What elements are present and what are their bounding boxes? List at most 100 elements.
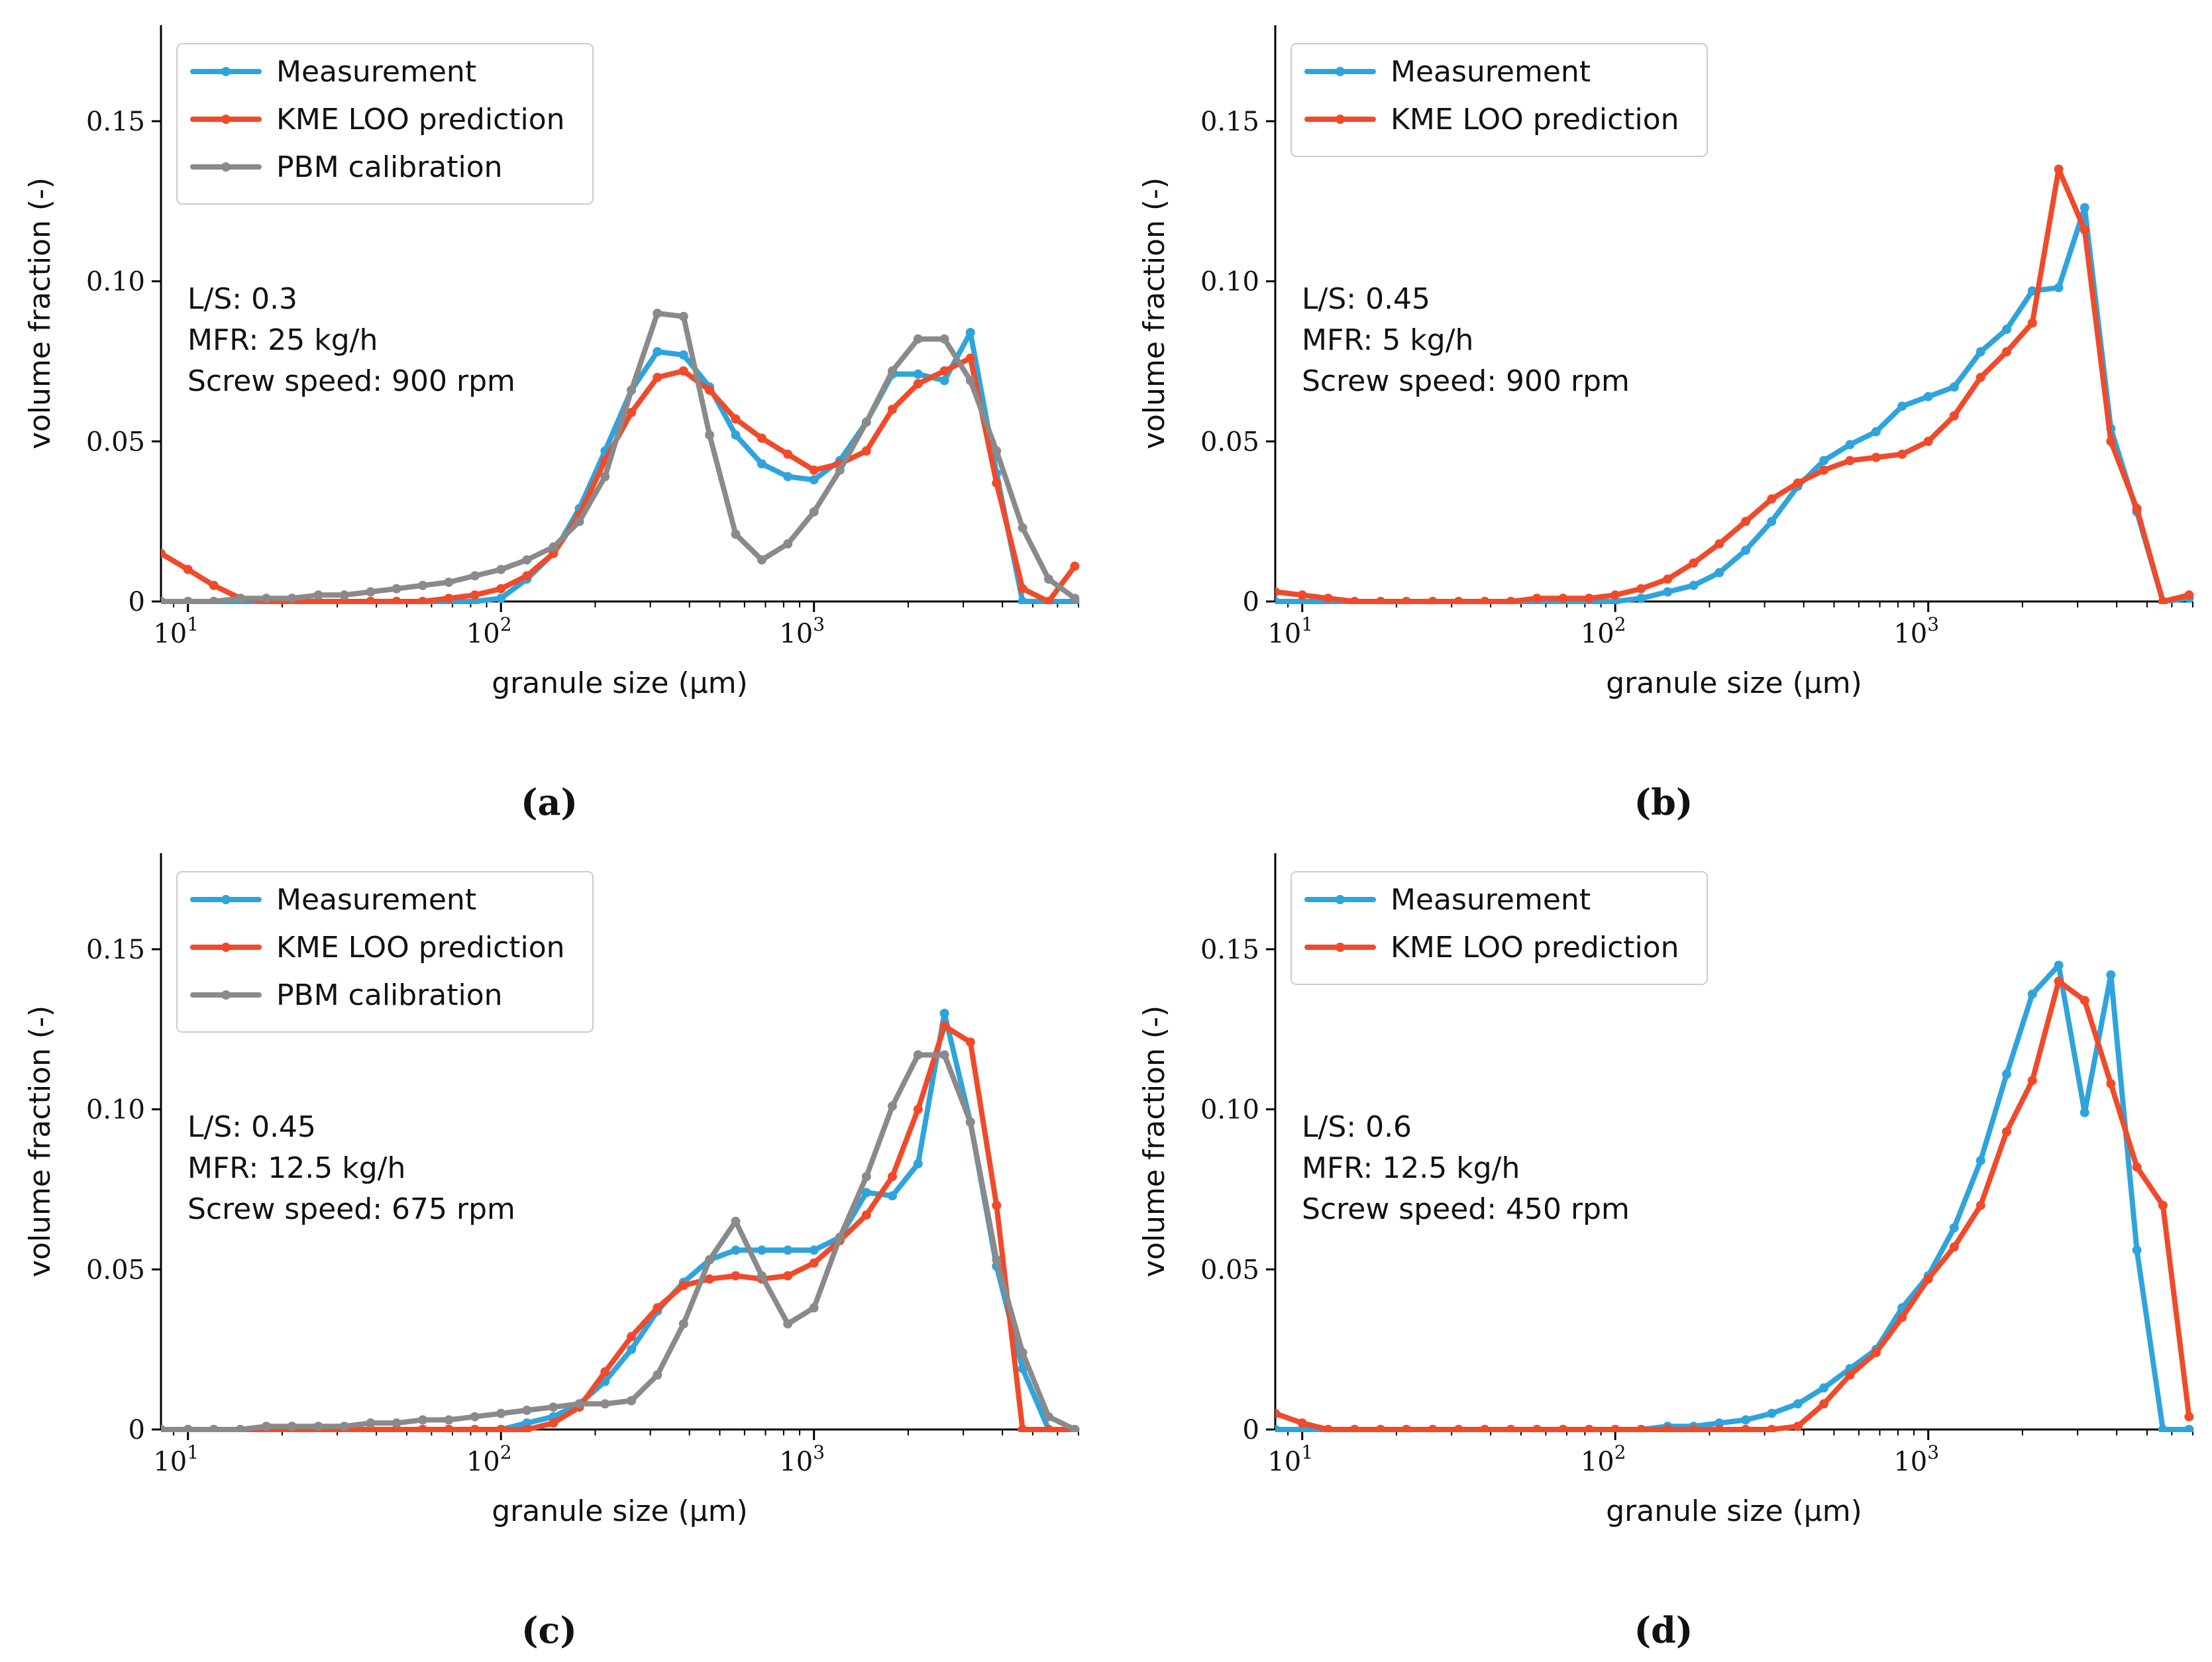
data-point-kme xyxy=(783,1271,793,1280)
data-point-kme xyxy=(2027,318,2037,328)
panel-caption: (a) xyxy=(521,781,578,823)
data-point-measurement xyxy=(2080,1108,2089,1117)
data-point-pbm xyxy=(235,594,245,603)
data-point-kme xyxy=(1297,590,1307,600)
data-point-kme xyxy=(1453,1425,1463,1432)
condition-annotation: Screw speed: 450 rpm xyxy=(1302,1192,1630,1226)
data-point-kme xyxy=(1506,1425,1516,1432)
condition-annotation: L/S: 0.45 xyxy=(1302,282,1430,316)
data-point-pbm xyxy=(1070,1425,1080,1432)
data-point-kme xyxy=(731,1271,741,1280)
x-tick-label: 102 xyxy=(1581,613,1626,649)
data-point-measurement xyxy=(757,459,766,469)
y-tick-label: 0.15 xyxy=(1200,935,1259,965)
data-point-measurement xyxy=(1975,1156,1985,1165)
data-point-kme xyxy=(705,386,715,395)
y-tick-label: 0 xyxy=(129,1415,145,1445)
data-point-kme xyxy=(1584,594,1594,603)
legend-label-kme: KME LOO prediction xyxy=(1391,103,1679,136)
data-point-pbm xyxy=(1043,1412,1053,1422)
data-point-kme xyxy=(2106,437,2116,446)
data-point-kme xyxy=(1741,517,1751,527)
data-point-pbm xyxy=(992,446,1002,456)
data-point-measurement xyxy=(2080,203,2089,213)
data-point-pbm xyxy=(678,311,688,321)
data-point-kme xyxy=(1714,539,1724,548)
data-point-pbm xyxy=(939,334,949,344)
data-point-pbm xyxy=(574,517,584,527)
data-point-kme xyxy=(1610,590,1620,600)
data-point-kme xyxy=(522,571,532,581)
data-point-kme xyxy=(1043,597,1053,604)
data-point-pbm xyxy=(913,334,923,344)
data-point-pbm xyxy=(287,1422,297,1431)
x-tick-label: 101 xyxy=(153,613,199,649)
data-point-pbm xyxy=(209,597,219,604)
data-point-kme xyxy=(2106,1079,2116,1088)
data-point-pbm xyxy=(161,597,166,604)
data-point-measurement xyxy=(1949,1223,1959,1233)
y-tick-label: 0.15 xyxy=(86,935,145,965)
data-point-measurement xyxy=(678,350,688,360)
legend-marker-measurement xyxy=(221,895,231,904)
data-point-kme xyxy=(783,449,793,459)
x-axis-label: granule size (μm) xyxy=(492,666,748,700)
data-point-kme xyxy=(965,353,975,363)
data-point-kme xyxy=(1070,561,1080,571)
data-point-pbm xyxy=(783,1319,793,1329)
data-point-pbm xyxy=(1018,1348,1027,1357)
data-point-measurement xyxy=(1275,1425,1280,1432)
y-axis-label: volume fraction (-) xyxy=(1137,1006,1171,1277)
data-point-kme xyxy=(444,1425,454,1432)
data-point-kme xyxy=(470,590,480,600)
data-point-pbm xyxy=(705,430,715,440)
data-point-measurement xyxy=(2027,989,2037,999)
data-point-kme xyxy=(1663,1425,1673,1432)
data-point-kme xyxy=(1949,411,1959,421)
data-point-measurement xyxy=(522,1418,532,1428)
x-tick-label: 102 xyxy=(466,1441,512,1477)
data-point-measurement xyxy=(653,347,662,356)
x-axis-label: granule size (μm) xyxy=(492,1494,748,1528)
condition-annotation: MFR: 12.5 kg/h xyxy=(1302,1151,1520,1185)
x-tick-label: 103 xyxy=(1893,613,1939,649)
data-point-kme xyxy=(992,1200,1002,1210)
legend-marker-kme xyxy=(1336,943,1345,952)
y-tick-label: 0.05 xyxy=(86,1255,145,1285)
data-point-kme xyxy=(1923,437,1933,446)
legend-marker-measurement xyxy=(1336,67,1345,76)
data-point-measurement xyxy=(913,369,923,379)
data-point-measurement xyxy=(1767,1408,1777,1418)
legend-label-kme: KME LOO prediction xyxy=(1391,931,1679,964)
data-point-measurement xyxy=(1741,1415,1751,1425)
data-point-kme xyxy=(1714,1425,1724,1432)
data-point-kme xyxy=(1767,494,1777,504)
data-point-kme xyxy=(1349,597,1359,604)
data-point-pbm xyxy=(1070,594,1080,603)
data-point-measurement xyxy=(2184,1425,2194,1432)
data-point-measurement xyxy=(1741,545,1751,555)
x-axis-label: granule size (μm) xyxy=(1606,666,1862,700)
data-point-measurement xyxy=(627,1345,637,1355)
data-point-pbm xyxy=(313,590,323,600)
condition-annotation: Screw speed: 900 rpm xyxy=(187,364,515,398)
data-point-kme xyxy=(183,564,193,574)
data-point-pbm xyxy=(313,1422,323,1431)
data-point-kme xyxy=(705,1274,715,1284)
data-point-kme xyxy=(418,1425,427,1432)
data-point-measurement xyxy=(757,1245,766,1255)
data-point-kme xyxy=(731,414,741,424)
data-point-pbm xyxy=(392,584,401,594)
data-point-kme xyxy=(549,1418,558,1428)
legend-marker-pbm xyxy=(221,162,231,172)
x-axis-label: granule size (μm) xyxy=(1606,1494,1862,1528)
data-point-measurement xyxy=(1819,1383,1829,1393)
data-point-measurement xyxy=(1819,456,1829,466)
condition-annotation: MFR: 12.5 kg/h xyxy=(187,1151,405,1185)
condition-annotation: Screw speed: 675 rpm xyxy=(187,1192,515,1226)
data-point-kme xyxy=(1480,597,1490,604)
data-point-measurement xyxy=(861,1188,871,1198)
data-point-kme xyxy=(1949,1242,1959,1252)
data-point-kme xyxy=(1845,1370,1855,1380)
y-tick-label: 0.10 xyxy=(86,1095,145,1125)
